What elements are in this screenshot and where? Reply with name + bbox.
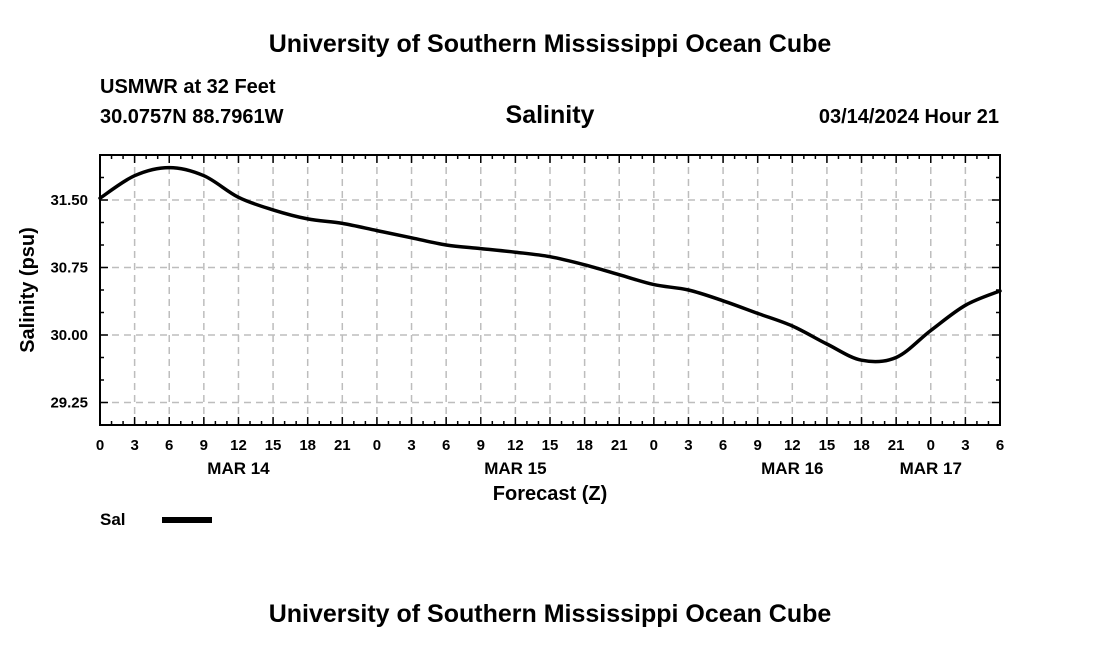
x-tick-label: 18: [299, 437, 316, 454]
x-tick-label: 0: [650, 437, 658, 454]
x-tick-label: 18: [576, 437, 593, 454]
y-tick-label: 31.50: [50, 192, 88, 209]
x-tick-label: 9: [200, 437, 208, 454]
date-label: MAR 15: [484, 459, 546, 478]
x-tick-label: 21: [334, 437, 351, 454]
x-tick-label: 0: [927, 437, 935, 454]
date-label: MAR 17: [900, 459, 962, 478]
x-tick-label: 6: [165, 437, 173, 454]
x-tick-label: 3: [130, 437, 138, 454]
chart-title-top: University of Southern Mississippi Ocean…: [268, 30, 832, 58]
date-label: MAR 14: [207, 459, 270, 478]
station-label: USMWR at 32 Feet: [100, 76, 276, 98]
axis-labels: Forecast (Z) Salinity (psu) 0 3 6 9 12 15 18 21…: [17, 192, 1004, 505]
x-tick-label: 15: [819, 437, 836, 454]
date-label: MAR 16: [761, 459, 823, 478]
legend-label: Sal: [100, 510, 126, 529]
x-tick-label: 12: [507, 437, 524, 454]
y-tick-label: 30.75: [50, 260, 88, 277]
x-tick-label: 6: [996, 437, 1004, 454]
x-tick-label: 18: [853, 437, 870, 454]
parameter-title: Salinity: [505, 101, 595, 129]
legend-line-swatch: [162, 517, 212, 523]
chart-title-bottom: University of Southern Mississippi Ocean…: [268, 600, 832, 628]
x-tick-label: 15: [265, 437, 282, 454]
x-tick-label: 21: [611, 437, 628, 454]
x-tick-label: 3: [407, 437, 415, 454]
x-tick-label: 0: [373, 437, 381, 454]
y-tick-label: 29.25: [50, 395, 88, 412]
forecast-datetime: 03/14/2024 Hour 21: [818, 106, 999, 128]
y-tick-label: 30.00: [50, 327, 88, 344]
x-tick-label: 15: [542, 437, 559, 454]
station-coordinates: 30.0757N 88.7961W: [100, 106, 284, 128]
series-line-sal: [98, 165, 1002, 364]
x-tick-label: 9: [477, 437, 485, 454]
x-tick-label: 6: [719, 437, 727, 454]
x-tick-label: 3: [961, 437, 969, 454]
x-tick-label: 9: [754, 437, 762, 454]
y-axis-title: Salinity (psu): [17, 227, 39, 353]
x-tick-label: 6: [442, 437, 450, 454]
series: [98, 165, 1002, 364]
x-axis-title: Forecast (Z): [493, 483, 607, 505]
x-tick-label: 21: [888, 437, 905, 454]
x-tick-label: 12: [230, 437, 247, 454]
x-tick-label: 3: [684, 437, 692, 454]
x-tick-label: 12: [784, 437, 801, 454]
x-tick-label: 0: [96, 437, 104, 454]
axes: [99, 154, 1001, 426]
